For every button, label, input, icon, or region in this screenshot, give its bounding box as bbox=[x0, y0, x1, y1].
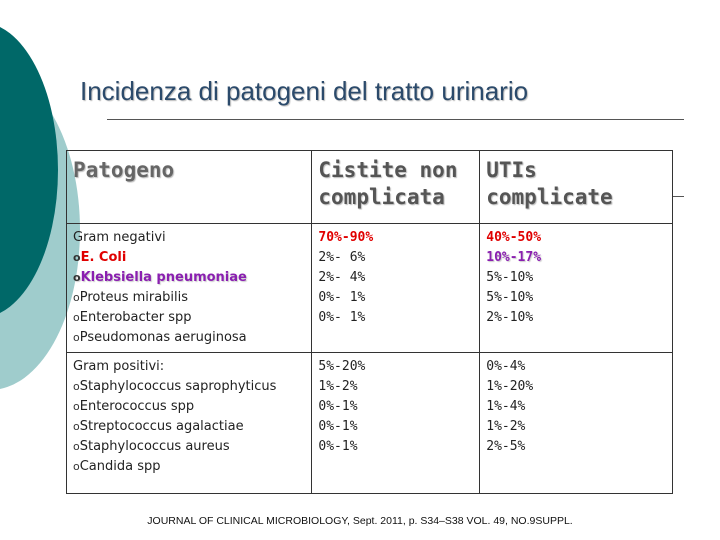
percent-range: 0%-1% bbox=[318, 399, 358, 414]
pathogen: Candida spp bbox=[73, 457, 305, 477]
header-cell: Cistite non complicata bbox=[311, 150, 481, 224]
percent-range: 5%-20% bbox=[318, 359, 366, 374]
value-cell: 0%-4% 1%-20% 1%-4% 1%-2% 2%-5% bbox=[479, 352, 673, 494]
pathogen: Staphylococcus aureus bbox=[73, 437, 305, 457]
header-cell: Patogeno bbox=[65, 150, 313, 224]
pathogen: Proteus mirabilis bbox=[73, 288, 305, 308]
percent-range: 0%- 1% bbox=[318, 290, 366, 305]
rule-tick bbox=[672, 196, 684, 197]
pathogen-cell: Gram negativi E. ColiKlebsiella pneumonia… bbox=[65, 223, 313, 353]
pathogen: Streptococcus agalactiae bbox=[73, 417, 305, 437]
percent-range: 0%- 1% bbox=[318, 310, 366, 325]
percent-range: 2%- 6% bbox=[318, 250, 366, 265]
percent-range: 0%-1% bbox=[318, 419, 358, 434]
group-label: Gram positivi: bbox=[73, 359, 165, 374]
percent-range: 2%- 4% bbox=[318, 270, 366, 285]
percent-range: 10%-17% bbox=[486, 250, 542, 265]
percent-range: 1%-20% bbox=[486, 379, 534, 394]
pathogen: E. Coli bbox=[73, 248, 305, 268]
percent-range: 0%-1% bbox=[318, 439, 358, 454]
group-row: Gram negativi E. ColiKlebsiella pneumonia… bbox=[65, 223, 673, 353]
pathogen-cell: Gram positivi: Staphylococcus saprophytic… bbox=[65, 352, 313, 494]
percent-range: 2%-10% bbox=[486, 310, 534, 325]
pathogen: Enterococcus spp bbox=[73, 397, 305, 417]
group-label: Gram negativi bbox=[73, 230, 166, 245]
value-cell: 5%-20% 1%-2% 0%-1% 0%-1% 0%-1% bbox=[311, 352, 481, 494]
percent-range: 70%-90% bbox=[318, 230, 374, 245]
value-cell: 40%-50% 10%-17% 5%-10% 5%-10% 2%-10% bbox=[479, 223, 673, 353]
title: Incidenza di patogeni del tratto urinari… bbox=[80, 76, 529, 106]
value-cell: 70%-90% 2%- 6% 2%- 4% 0%- 1% 0%- 1% bbox=[311, 223, 481, 353]
percent-range: 1%-4% bbox=[486, 399, 526, 414]
percent-range: 5%-10% bbox=[486, 270, 534, 285]
header-cell: UTIs complicate bbox=[479, 150, 673, 224]
header-row: Patogeno Cistite non complicata UTIs com… bbox=[65, 150, 673, 224]
percent-range: 40%-50% bbox=[486, 230, 542, 245]
percent-range: 5%-10% bbox=[486, 290, 534, 305]
percent-range: 1%-2% bbox=[318, 379, 358, 394]
percent-range: 0%-4% bbox=[486, 359, 526, 374]
pathogen: Klebsiella pneumoniae bbox=[73, 268, 305, 288]
percent-range: 1%-2% bbox=[486, 419, 526, 434]
percent-range: 2%-5% bbox=[486, 439, 526, 454]
title-rule bbox=[107, 119, 684, 120]
table: Patogeno Cistite non complicata UTIs com… bbox=[65, 150, 673, 494]
group-row: Gram positivi: Staphylococcus saprophytic… bbox=[65, 352, 673, 494]
pathogen: Staphylococcus saprophyticus bbox=[73, 377, 305, 397]
citation: JOURNAL OF CLINICAL MICROBIOLOGY, Sept. … bbox=[147, 515, 573, 527]
pathogen: Pseudomonas aeruginosa bbox=[73, 328, 305, 348]
pathogen: Enterobacter spp bbox=[73, 308, 305, 328]
dark-circle bbox=[0, 26, 58, 314]
